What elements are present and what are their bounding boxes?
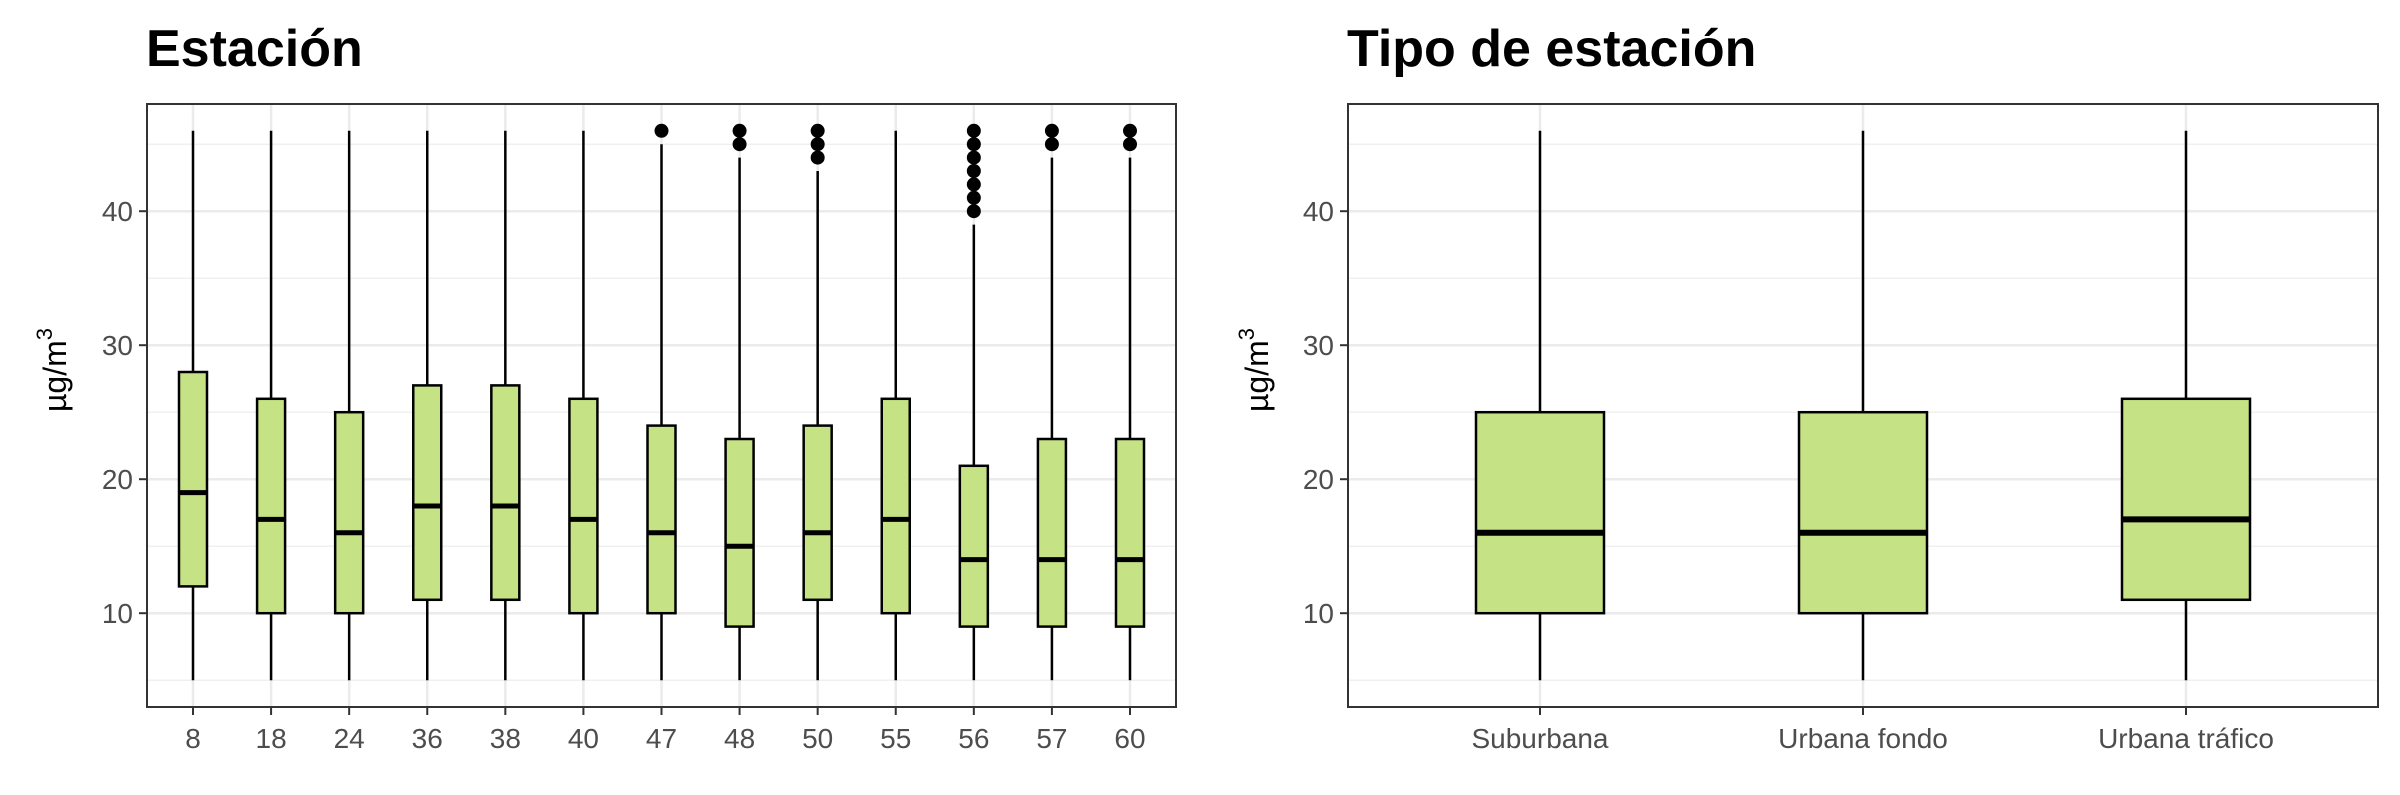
x-tick-label: 57 bbox=[1036, 723, 1067, 754]
outlier-point bbox=[966, 164, 981, 178]
box-body bbox=[958, 464, 990, 628]
boxes bbox=[177, 123, 1146, 681]
outlier-point bbox=[810, 137, 825, 152]
box-Suburbana bbox=[1474, 130, 1606, 681]
x-axis: 8 18 24 36 38 40 47 48 50 55 56 57 60 bbox=[185, 707, 1146, 754]
x-tick-label: 47 bbox=[646, 723, 677, 754]
y-axis-label: µg/m3 bbox=[1234, 328, 1275, 412]
box-body bbox=[412, 384, 443, 602]
outlier-point bbox=[732, 123, 747, 138]
box-body bbox=[802, 424, 833, 602]
y-tick-label: 20 bbox=[102, 464, 133, 495]
x-tick-label: 38 bbox=[490, 723, 521, 754]
box-body bbox=[177, 370, 209, 588]
box-47 bbox=[646, 123, 677, 681]
box-body bbox=[490, 384, 521, 602]
outlier-point bbox=[966, 137, 981, 152]
box-18 bbox=[255, 130, 287, 681]
box-8 bbox=[177, 130, 209, 681]
outlier-point bbox=[1044, 137, 1059, 152]
box-24 bbox=[333, 130, 365, 681]
y-tick-label: 10 bbox=[102, 598, 133, 629]
x-axis: Suburbana Urbana fondo Urbana tráfico bbox=[1471, 707, 2274, 754]
y-tick-label: 10 bbox=[1303, 598, 1334, 629]
box-body bbox=[255, 397, 287, 615]
x-tick-label: 18 bbox=[256, 723, 287, 754]
panel-tipo-estacion: Tipo de estación µg/m3 10 20 30 40 Suburbana… bbox=[1234, 20, 2379, 754]
box-body bbox=[724, 437, 755, 628]
box-body bbox=[880, 397, 911, 615]
y-tick-label: 20 bbox=[1303, 464, 1334, 495]
x-tick-label: 50 bbox=[802, 723, 833, 754]
outlier-point bbox=[1123, 123, 1137, 138]
box-50 bbox=[802, 123, 833, 681]
y-axis-label-text: µg/m bbox=[37, 340, 73, 412]
box-body bbox=[646, 424, 677, 615]
box-60 bbox=[1114, 123, 1146, 681]
x-tick-label: Urbana fondo bbox=[1778, 723, 1948, 754]
outlier-point bbox=[810, 150, 825, 165]
x-tick-label: 56 bbox=[958, 723, 989, 754]
y-axis-label-superscript: 3 bbox=[1234, 328, 1259, 340]
outlier-point bbox=[966, 204, 981, 219]
x-tick-label: Suburbana bbox=[1471, 723, 1608, 754]
box-40 bbox=[568, 130, 599, 681]
outlier-point bbox=[966, 123, 981, 138]
outlier-point bbox=[966, 190, 981, 205]
box-57 bbox=[1036, 123, 1068, 681]
x-tick-label: 48 bbox=[724, 723, 755, 754]
outlier-point bbox=[810, 123, 825, 138]
outlier-point bbox=[966, 150, 981, 165]
box-55 bbox=[880, 130, 911, 681]
y-axis-label-text: µg/m bbox=[1239, 340, 1275, 412]
y-axis-label: µg/m3 bbox=[32, 328, 73, 412]
box-body bbox=[2120, 397, 2252, 602]
outlier-point bbox=[966, 177, 981, 192]
outlier-point bbox=[654, 123, 669, 138]
box-38 bbox=[490, 130, 521, 681]
outlier-point bbox=[1123, 137, 1137, 152]
x-tick-label: 55 bbox=[880, 723, 911, 754]
box-Urbana fondo bbox=[1797, 130, 1929, 681]
x-tick-label: 36 bbox=[412, 723, 443, 754]
y-tick-label: 40 bbox=[1303, 196, 1334, 227]
y-axis: 10 20 30 40 bbox=[102, 196, 147, 629]
x-tick-label: 60 bbox=[1114, 723, 1145, 754]
box-body bbox=[1797, 410, 1929, 615]
y-axis-label-superscript: 3 bbox=[32, 328, 57, 340]
x-tick-label: Urbana tráfico bbox=[2098, 723, 2274, 754]
x-tick-label: 8 bbox=[185, 723, 201, 754]
x-tick-label: 24 bbox=[334, 723, 365, 754]
panel-estacion: Estación µg/m3 10 20 30 40 8 18 24 36 38 40 47 48 50… bbox=[32, 20, 1177, 754]
box-body bbox=[333, 410, 365, 615]
y-tick-label: 30 bbox=[102, 330, 133, 361]
box-48 bbox=[724, 123, 755, 681]
outlier-point bbox=[732, 137, 747, 152]
box-36 bbox=[412, 130, 443, 681]
panel-title: Estación bbox=[146, 20, 363, 78]
boxes bbox=[1474, 130, 2252, 681]
box-body bbox=[568, 397, 599, 615]
box-Urbana tráfico bbox=[2120, 130, 2252, 681]
box-body bbox=[1114, 437, 1146, 628]
box-56 bbox=[958, 123, 990, 681]
y-tick-label: 30 bbox=[1303, 330, 1334, 361]
panel-title: Tipo de estación bbox=[1347, 20, 1756, 78]
outlier-point bbox=[1044, 123, 1059, 138]
y-tick-label: 40 bbox=[102, 196, 133, 227]
x-tick-label: 40 bbox=[568, 723, 599, 754]
box-body bbox=[1036, 437, 1068, 628]
box-body bbox=[1474, 410, 1606, 615]
y-axis: 10 20 30 40 bbox=[1303, 196, 1348, 629]
